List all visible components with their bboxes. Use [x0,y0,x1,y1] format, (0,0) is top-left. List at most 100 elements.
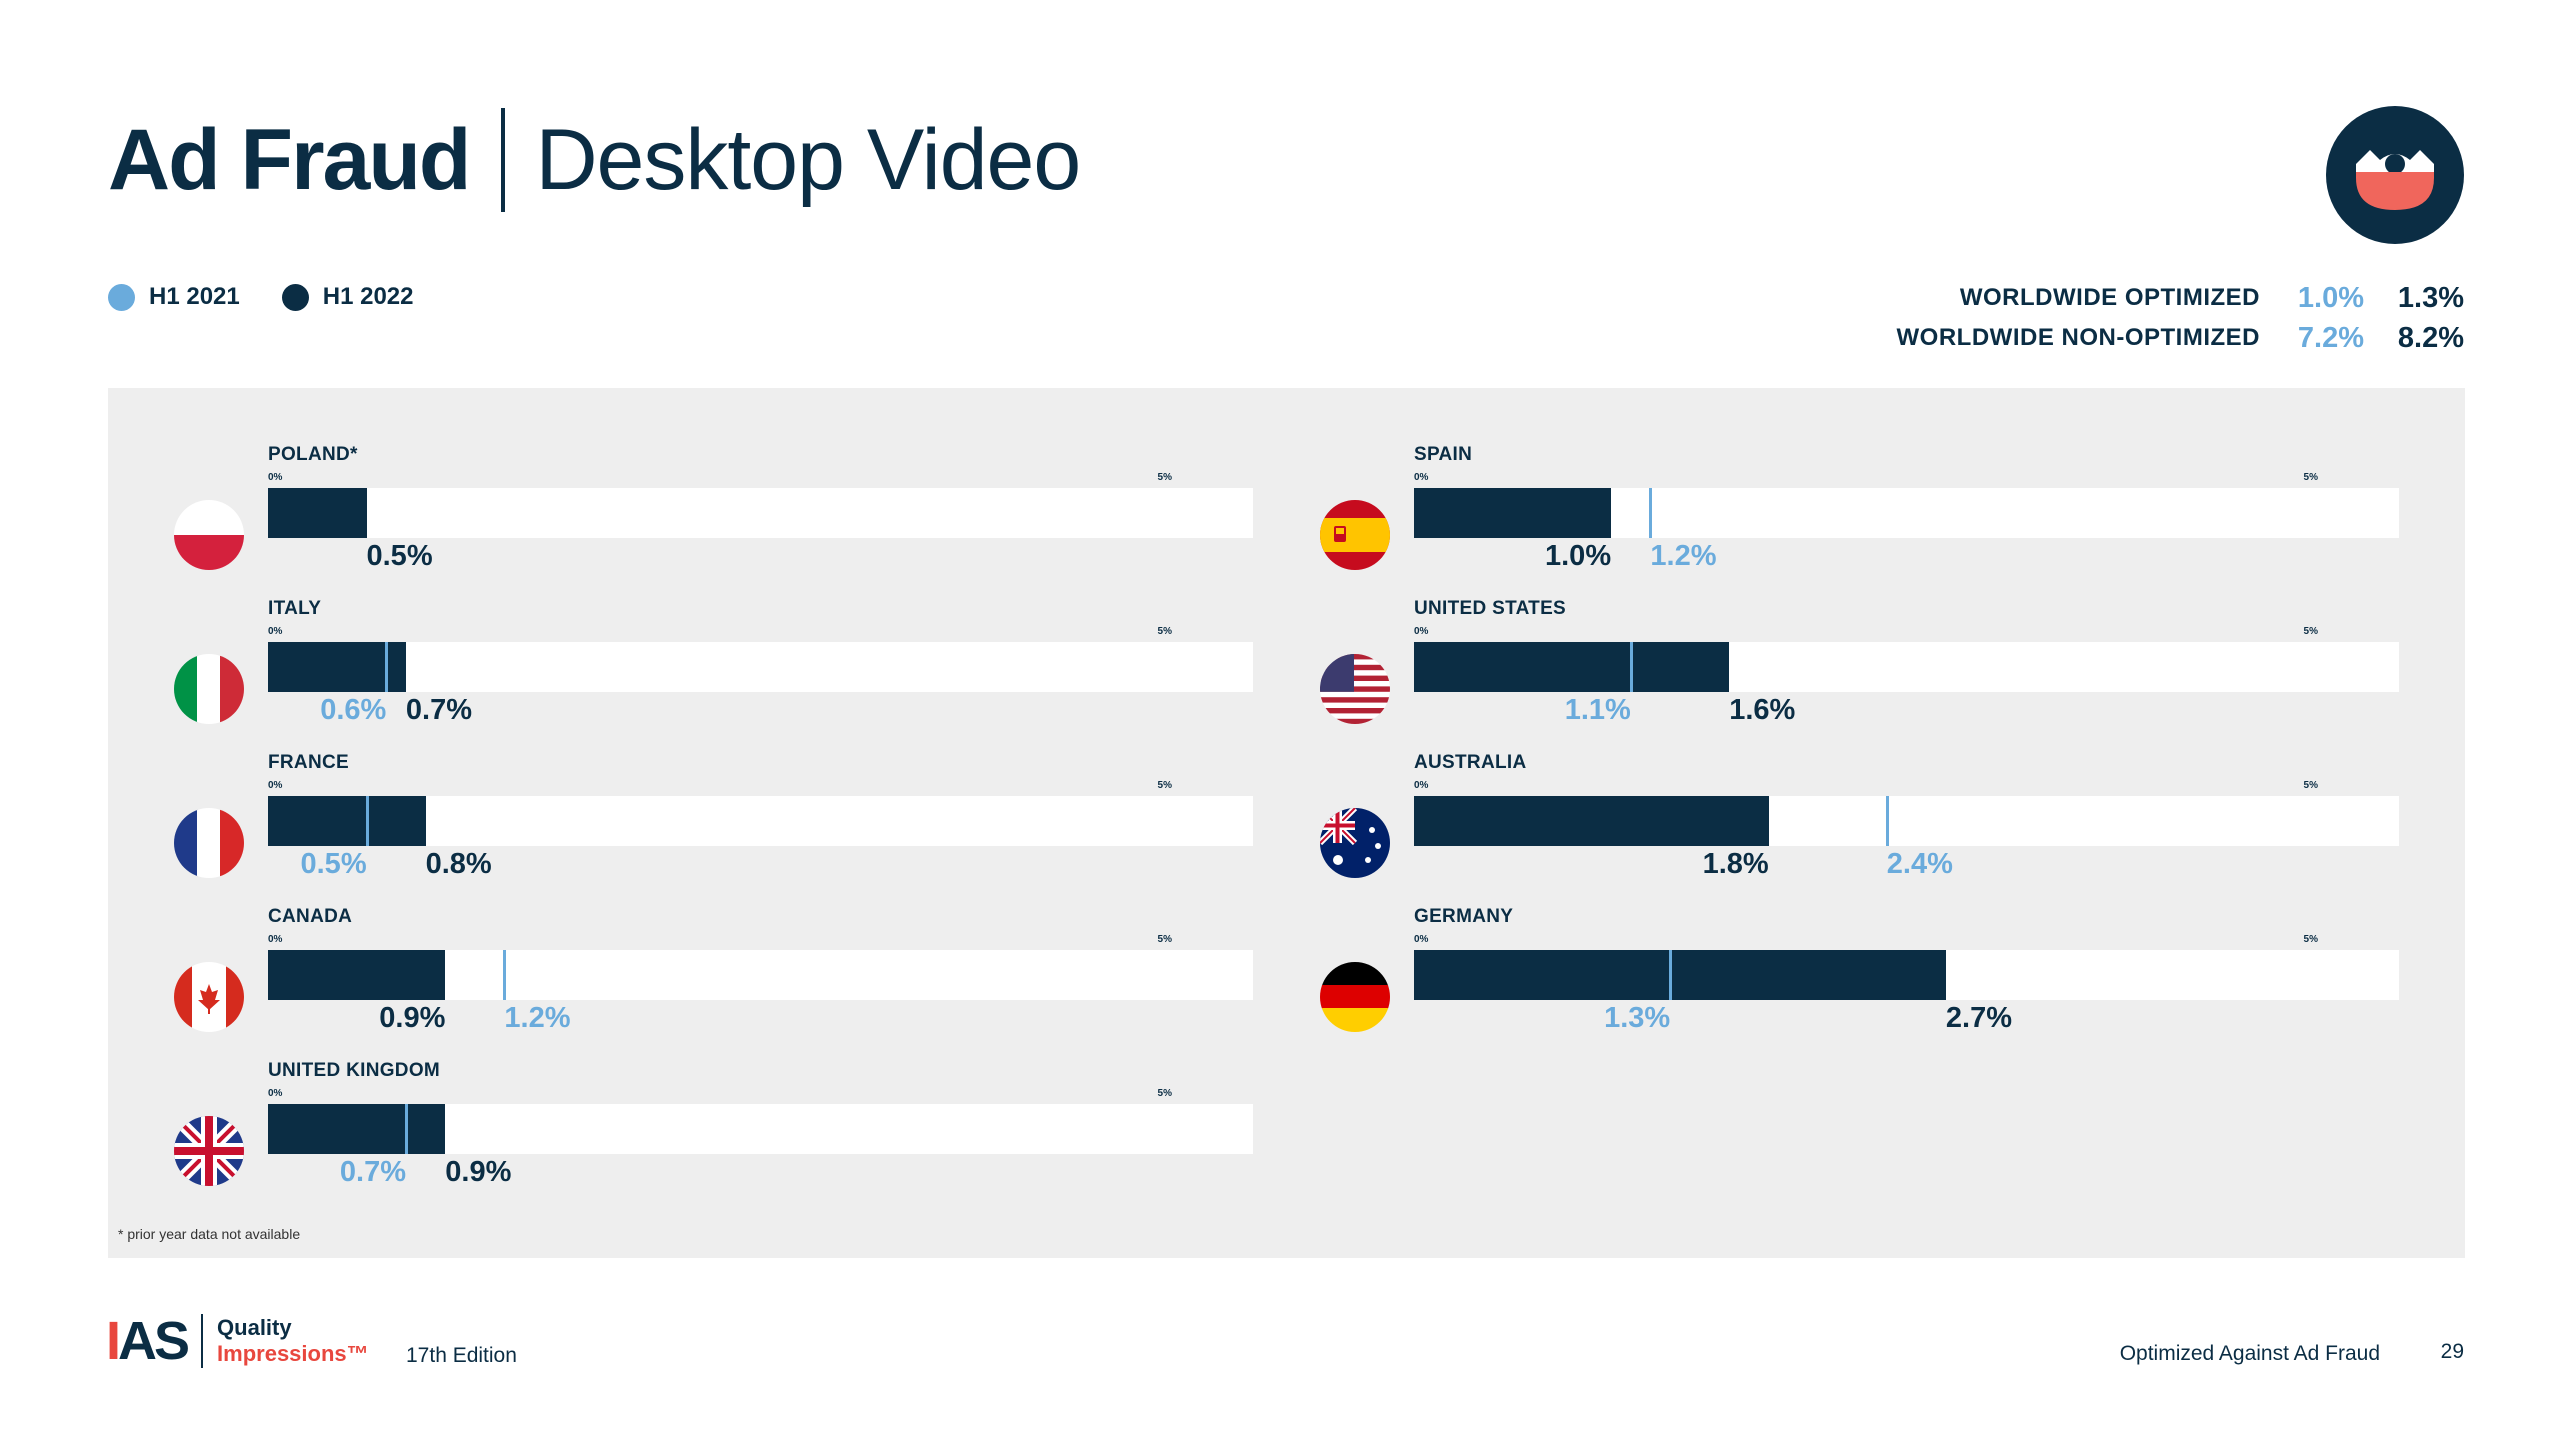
value-label-h1-2021: 1.2% [504,1002,571,1034]
ias-letters-as: AS [118,1311,190,1371]
bar-track [268,488,1253,538]
legend-swatch-h1-2021 [108,283,135,311]
bar-h1-2022 [1414,488,1611,538]
axis-tick-max: 5% [1157,626,1172,637]
bar-track [1414,950,2399,1000]
bar-h1-2022 [268,642,406,692]
marker-h1-2021 [385,642,389,692]
logo-quality-text: Quality [217,1315,292,1340]
value-label-h1-2022: 1.8% [1702,848,1769,880]
country-row-australia: AUSTRALIA 0% 5% 1.8% 2.4% [1320,736,2420,886]
canada-flag-icon [174,962,244,1032]
axis-tick-min: 0% [268,472,283,483]
title-light: Desktop Video [535,111,1081,208]
country-name: CANADA [268,906,353,927]
footnote: * prior year data not available [118,1226,301,1242]
chart-panel: * prior year data not available POLAND* 0… [108,388,2465,1258]
axis-tick-max: 5% [1157,934,1172,945]
mascot-icon [2326,106,2464,244]
germany-flag-icon [1320,962,1390,1032]
axis-tick-max: 5% [2303,780,2318,791]
title-divider [501,108,506,212]
logo-impressions-text: Impressions™ [217,1341,369,1366]
axis-tick-max: 5% [1157,472,1172,483]
axis-tick-min: 0% [268,1088,283,1099]
bar-h1-2022 [1414,950,1946,1000]
bar-h1-2022 [268,796,426,846]
australia-flag-icon [1320,808,1390,878]
axis-tick-max: 5% [1157,1088,1172,1099]
value-label-h1-2021: 1.2% [1650,540,1717,572]
country-name: UNITED STATES [1414,598,1567,619]
country-row-united-states: UNITED STATES 0% 5% 1.6% 1.1% [1320,582,2420,732]
worldwide-optimized-h1-2021: 1.0% [2297,281,2364,314]
bar-track [268,796,1253,846]
axis-tick-max: 5% [2303,934,2318,945]
poland-flag-icon [174,500,244,570]
worldwide-non-optimized-label: WORLDWIDE NON-OPTIMIZED [1896,324,2260,351]
country-row-spain: SPAIN 0% 5% 1.0% 1.2% [1320,428,2420,578]
country-row-poland: POLAND* 0% 5% 0.5% [174,428,1274,578]
section-label: Optimized Against Ad Fraud [2119,1342,2380,1365]
value-label-h1-2021: 0.5% [300,848,367,880]
country-name: SPAIN [1414,444,1473,465]
value-label-h1-2022: 0.5% [366,540,433,572]
marker-h1-2021 [1629,642,1633,692]
bar-track [1414,642,2399,692]
axis-tick-max: 5% [2303,472,2318,483]
axis-tick-max: 5% [2303,626,2318,637]
worldwide-non-optimized-h1-2022: 8.2% [2397,321,2464,354]
worldwide-optimized-label: WORLDWIDE OPTIMIZED [1959,284,2260,311]
bar-h1-2022 [1414,796,1769,846]
italy-flag-icon [174,654,244,724]
legend-item-h1-2022: H1 2022 [281,283,414,311]
bar-track [268,642,1253,692]
legend-swatch-h1-2022 [281,283,309,311]
value-label-h1-2021: 1.3% [1604,1002,1671,1034]
worldwide-non-optimized-h1-2021: 7.2% [2297,321,2364,354]
title-bold: Ad Fraud [108,111,471,208]
france-flag-icon [174,808,244,878]
ias-logo: IAS Quality Impressions™ [106,1310,369,1372]
bar-track [1414,796,2399,846]
country-name: GERMANY [1414,906,1514,927]
axis-tick-min: 0% [1414,626,1429,637]
country-row-italy: ITALY 0% 5% 0.7% 0.6% [174,582,1274,732]
value-label-h1-2021: 0.7% [339,1156,406,1188]
country-name: AUSTRALIA [1414,752,1527,773]
axis-tick-min: 0% [268,780,283,791]
bar-track [268,1104,1253,1154]
usa-flag-icon [1320,654,1390,724]
axis-tick-min: 0% [268,626,283,637]
worldwide-summary: WORLDWIDE OPTIMIZED 1.0% 1.3% WORLDWIDE … [1897,278,2464,358]
bar-h1-2022 [268,1104,446,1154]
spain-flag-icon [1320,500,1390,570]
uk-flag-icon [174,1116,244,1186]
value-label-h1-2022: 2.7% [1945,1002,2012,1034]
chart-legend: H1 2021 H1 2022 [108,282,456,312]
legend-label-h1-2022: H1 2022 [322,283,414,310]
marker-h1-2021 [404,1104,408,1154]
bar-track [268,950,1253,1000]
page-number: 29 [2440,1340,2464,1363]
worldwide-optimized-row: WORLDWIDE OPTIMIZED 1.0% 1.3% [1897,278,2464,318]
country-row-canada: CANADA 0% 5% 0.9% 1.2% [174,890,1274,1040]
value-label-h1-2022: 0.9% [445,1156,512,1188]
country-name: ITALY [268,598,322,619]
bar-h1-2022 [1414,642,1730,692]
logo-divider [201,1314,204,1368]
ias-wordmark: IAS [106,1310,190,1372]
marker-h1-2021 [1885,796,1889,846]
axis-tick-min: 0% [268,934,283,945]
marker-h1-2021 [503,950,507,1000]
country-row-germany: GERMANY 0% 5% 2.7% 1.3% [1320,890,2420,1040]
quality-impressions-wordmark: Quality Impressions™ [217,1315,369,1367]
country-row-france: FRANCE 0% 5% 0.8% 0.5% [174,736,1274,886]
bar-track [1414,488,2399,538]
value-label-h1-2022: 0.8% [425,848,492,880]
value-label-h1-2021: 0.6% [320,694,387,726]
marker-h1-2021 [365,796,369,846]
value-label-h1-2021: 2.4% [1886,848,1953,880]
value-label-h1-2022: 0.7% [405,694,472,726]
value-label-h1-2022: 1.6% [1729,694,1796,726]
